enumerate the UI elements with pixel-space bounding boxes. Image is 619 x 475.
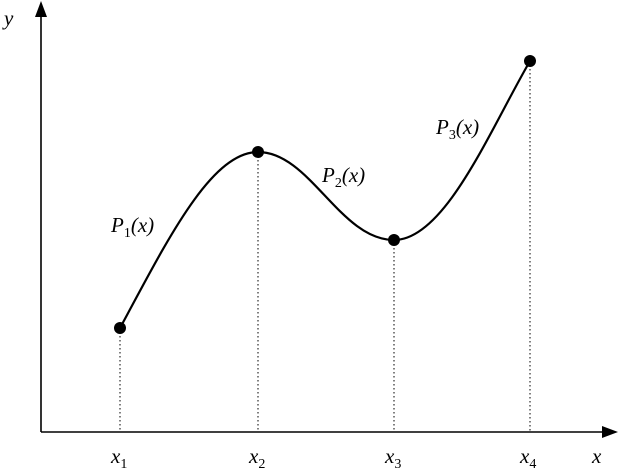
segment-label-p3-argument: (x) [456, 115, 479, 139]
segment-label-p2-index: 2 [335, 176, 342, 191]
knot-label-x4: x4 [519, 444, 536, 470]
knot-points [114, 55, 536, 334]
segment-label-p2-argument: (x) [342, 163, 365, 187]
segment-label-p3: P3(x) [435, 115, 479, 143]
knot-label-x2-index: 2 [258, 457, 265, 470]
knot-point-4 [524, 55, 536, 67]
segment-label-p2: P2(x) [321, 163, 365, 191]
segment-p2-curve [257, 150, 395, 242]
x-axis-label: x [591, 444, 602, 468]
knot-point-1 [114, 322, 126, 334]
knot-label-x2: x2 [248, 444, 265, 470]
knot-label-x3-index: 3 [394, 457, 401, 470]
knot-point-2 [252, 146, 264, 158]
segment-label-p3-index: 3 [449, 128, 456, 143]
knot-label-x3-name: x [384, 444, 395, 468]
knot-label-x1: x1 [110, 444, 127, 470]
knot-point-3 [388, 234, 400, 246]
x-axis-arrow-icon [602, 426, 618, 438]
segment-label-p1-name: P [110, 213, 124, 237]
knot-label-x4-index: 4 [529, 457, 536, 470]
knot-label-x1-name: x [110, 444, 121, 468]
knot-label-x1-index: 1 [120, 457, 127, 470]
knot-labels: x1 x2 x3 x4 [110, 444, 536, 472]
guide-lines [119, 61, 531, 432]
segment-label-p1: P1(x) [110, 213, 154, 241]
knot-label-x3: x3 [384, 444, 401, 470]
knot-label-x2-name: x [248, 444, 259, 468]
segment-p3-curve [393, 60, 531, 242]
y-axis-arrow-icon [35, 1, 47, 17]
knot-label-x4-name: x [519, 444, 530, 468]
segment-labels: P1(x) P2(x) P3(x) [110, 115, 479, 241]
segment-p1-curve [119, 150, 259, 329]
spline-curve [119, 60, 531, 329]
segment-label-p3-name: P [435, 115, 449, 139]
segment-label-p1-argument: (x) [131, 213, 154, 237]
axes: y x [2, 1, 618, 468]
segment-label-p2-name: P [321, 163, 335, 187]
y-axis-label: y [2, 6, 14, 30]
segment-label-p1-index: 1 [124, 226, 131, 241]
